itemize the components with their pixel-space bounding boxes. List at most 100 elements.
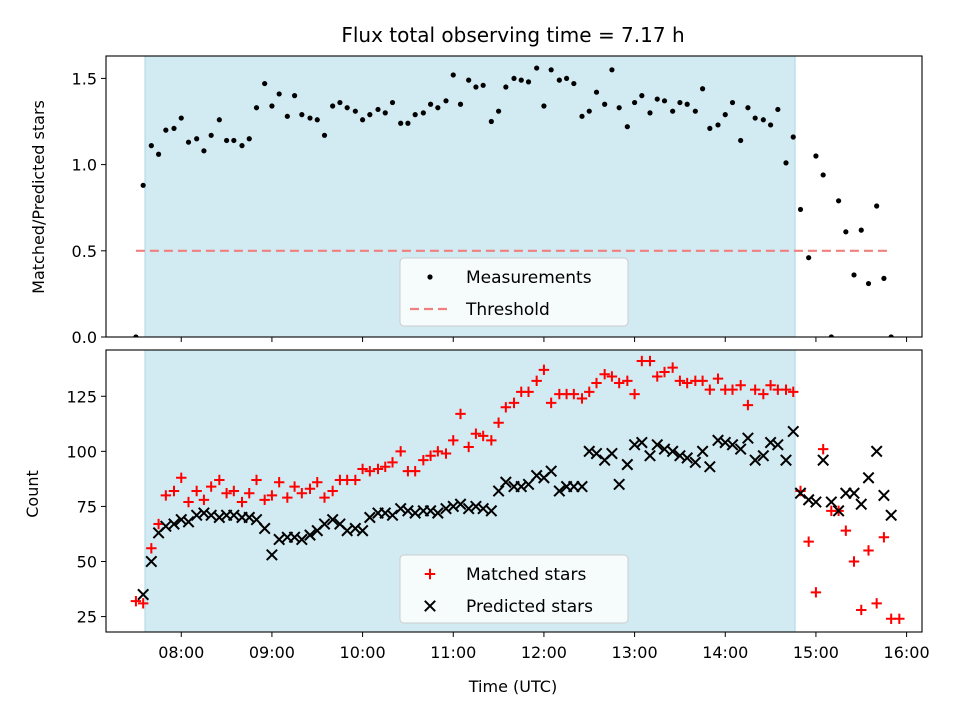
bottom-x-point xyxy=(878,489,890,502)
top-dot-point xyxy=(851,272,857,278)
bottom-plus-point xyxy=(894,613,905,624)
bottom-plus-point xyxy=(538,364,550,376)
bottom-plus-point xyxy=(176,472,187,483)
bottom-plus-point xyxy=(191,485,202,497)
bottom-plus-point xyxy=(463,441,474,453)
bottom-x-point xyxy=(424,504,437,517)
bottom-series-matched-stars xyxy=(130,355,905,624)
bottom-x-point xyxy=(394,502,407,515)
bottom-plus-point xyxy=(697,375,708,387)
bottom-plus-point xyxy=(765,380,776,391)
bottom-plus-point xyxy=(531,375,542,387)
bottom-x-point xyxy=(681,452,694,464)
bottom-plus-point xyxy=(576,393,588,404)
bottom-y-tick-label: 50 xyxy=(77,553,97,572)
top-dot-point xyxy=(699,86,706,92)
top-dot-point xyxy=(262,80,268,87)
top-dot-point xyxy=(133,334,139,337)
bottom-plus-point xyxy=(613,377,625,389)
bottom-plus-point xyxy=(214,474,225,486)
bottom-plus-point xyxy=(455,408,466,420)
bottom-x-point xyxy=(825,496,838,508)
bottom-plus-point xyxy=(644,355,656,367)
bottom-plus-point xyxy=(228,485,240,497)
top-dot-point xyxy=(216,117,222,123)
bottom-plus-point xyxy=(244,488,255,499)
top-dot-point xyxy=(888,334,894,337)
top-dot-point xyxy=(534,65,540,71)
bottom-x-point xyxy=(696,445,709,458)
bottom-plus-point xyxy=(681,377,693,389)
bottom-plus-point xyxy=(137,598,149,609)
top-dot-point xyxy=(480,82,486,88)
bottom-x-point xyxy=(454,498,467,511)
bottom-x-point xyxy=(635,436,648,449)
top-legend-swatch xyxy=(427,274,433,280)
bottom-legend-label: Predicted stars xyxy=(466,597,593,617)
top-dot-point xyxy=(163,127,169,133)
top-dot-point xyxy=(602,101,608,107)
top-dot-point xyxy=(692,108,698,114)
bottom-x-point xyxy=(674,449,686,462)
x-tick-label: 08:00 xyxy=(158,643,204,662)
top-dot-point xyxy=(443,98,449,104)
bottom-plus-point xyxy=(350,474,361,486)
top-dot-point xyxy=(556,77,562,83)
bottom-x-point xyxy=(749,454,762,467)
bottom-y-axis-label: Count xyxy=(23,470,42,518)
bottom-x-point xyxy=(266,548,278,561)
top-dot-point xyxy=(488,118,494,125)
bottom-x-point xyxy=(621,458,634,471)
bottom-x-point xyxy=(175,513,188,526)
bottom-x-point xyxy=(485,504,498,517)
top-dot-point xyxy=(760,117,766,123)
bottom-x-point xyxy=(356,524,369,537)
bottom-x-point xyxy=(137,588,150,601)
top-dot-point xyxy=(321,132,328,138)
bottom-plus-point xyxy=(440,448,452,459)
bottom-legend-box xyxy=(399,554,629,624)
top-dot-point xyxy=(579,113,585,119)
top-dot-point xyxy=(738,137,744,144)
bottom-plus-point xyxy=(357,463,368,475)
bottom-x-point xyxy=(198,507,210,519)
top-dot-point xyxy=(148,143,154,149)
bottom-plus-point xyxy=(409,465,421,477)
top-dot-point xyxy=(790,134,796,140)
top-dot-point xyxy=(541,103,547,109)
top-dot-point xyxy=(269,103,275,109)
bottom-x-point xyxy=(440,502,452,515)
bottom-plus-point xyxy=(758,388,769,400)
bottom-plus-point xyxy=(221,488,232,499)
bottom-plus-point xyxy=(780,384,792,395)
bottom-plus-point xyxy=(364,465,376,477)
bottom-x-point xyxy=(848,487,860,500)
bottom-plus-point xyxy=(810,587,822,598)
top-y-tick-label: 1.0 xyxy=(72,156,97,175)
bottom-x-point xyxy=(726,438,739,451)
top-legend-label: Threshold xyxy=(465,300,550,320)
bottom-plus-point xyxy=(659,366,670,378)
bottom-plus-point xyxy=(749,384,761,395)
top-dot-point xyxy=(806,255,812,261)
bottom-x-point xyxy=(545,465,558,478)
top-dot-point xyxy=(858,227,864,233)
bottom-x-point xyxy=(810,496,822,508)
top-dot-point xyxy=(525,79,532,85)
top-dot-point xyxy=(503,84,509,90)
bottom-x-point xyxy=(885,509,898,522)
bottom-x-point xyxy=(644,449,656,462)
top-dot-point xyxy=(654,96,660,102)
top-dot-point xyxy=(239,143,245,149)
top-dot-point xyxy=(284,113,290,119)
bottom-x-point xyxy=(832,504,845,517)
bottom-plus-point xyxy=(130,595,142,607)
bottom-plus-point xyxy=(704,384,716,395)
top-dot-point xyxy=(473,84,479,90)
top-dot-point xyxy=(835,198,842,204)
bottom-x-point xyxy=(295,533,308,546)
top-dot-point xyxy=(420,110,426,116)
bottom-plus-point xyxy=(259,494,270,506)
top-dot-point xyxy=(820,172,826,178)
top-dot-point xyxy=(828,334,834,337)
